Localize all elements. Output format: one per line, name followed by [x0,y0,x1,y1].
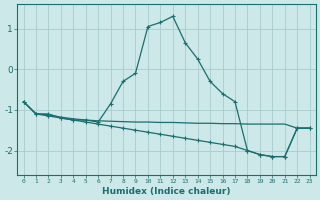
X-axis label: Humidex (Indice chaleur): Humidex (Indice chaleur) [102,187,231,196]
